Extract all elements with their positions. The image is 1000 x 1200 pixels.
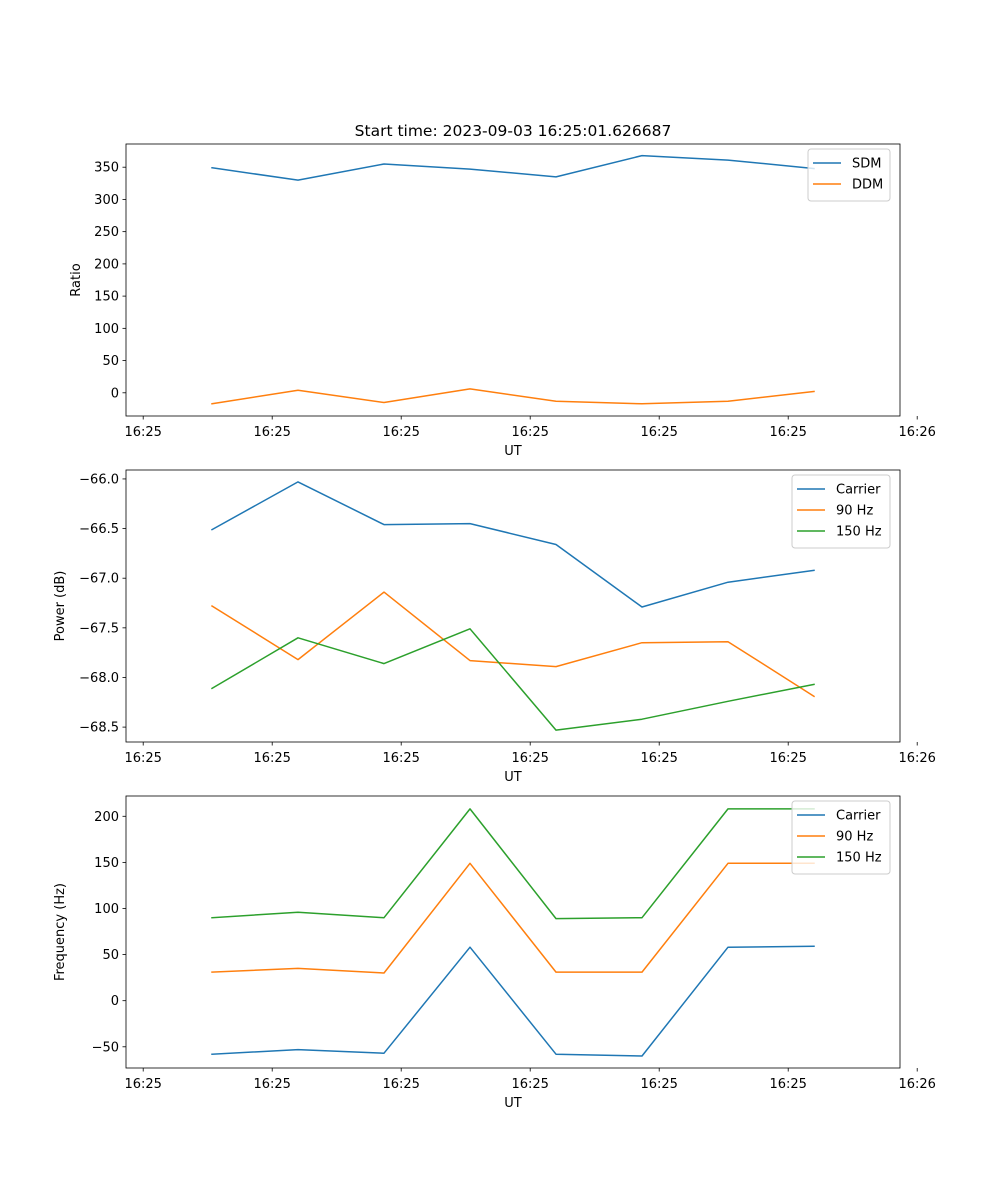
y-tick-label: 100 (94, 902, 119, 917)
axes-frame (125, 143, 901, 417)
y-tick-label: −68.0 (79, 671, 119, 686)
legend-box (791, 474, 891, 549)
y-tick-label: 200 (94, 257, 119, 272)
x-tick-label: 16:25 (124, 425, 161, 440)
x-tick-label: 16:25 (382, 425, 419, 440)
series-line-90-hz (211, 862, 815, 974)
series-line-150-hz (210, 628, 815, 731)
y-tick-label: 50 (102, 948, 119, 963)
y-tick-label: 200 (94, 810, 119, 825)
legend-box (791, 800, 891, 875)
series-line-90-hz (210, 591, 816, 698)
y-axis-label: Ratio (69, 263, 84, 296)
x-tick-label: 16:25 (124, 1077, 161, 1092)
x-tick-label: 16:26 (898, 425, 935, 440)
x-tick-label: 16:25 (769, 425, 806, 440)
legend-box (807, 148, 891, 202)
x-axis-label: UT (504, 1096, 522, 1111)
y-tick-label: 100 (94, 322, 119, 337)
x-tick-label: 16:25 (382, 1077, 419, 1092)
y-tick-label: 150 (94, 856, 119, 871)
x-tick-label: 16:25 (382, 751, 419, 766)
legend: Carrier 90 Hz 150 Hz (791, 474, 891, 549)
x-tick-label: 16:25 (640, 1077, 677, 1092)
legend-label: SDM (852, 157, 881, 172)
legend-label: 90 Hz (836, 830, 873, 845)
x-tick-label: 16:25 (253, 425, 290, 440)
x-tick-label: 16:25 (511, 1077, 548, 1092)
y-tick-label: −66.5 (79, 522, 119, 537)
plot-area (211, 808, 815, 1057)
x-tick-label: 16:25 (640, 751, 677, 766)
x-tick-label: 16:25 (640, 425, 677, 440)
series-line-carrier (210, 481, 815, 608)
y-axis-label: Power (dB) (53, 571, 68, 642)
y-tick-label: 0 (111, 994, 119, 1009)
power-panel: 16:25 16:25 16:25 16:25 16:25 16:25 16:26 −68.5… (53, 469, 936, 785)
legend-label: DDM (852, 178, 883, 193)
series-line-150-hz (211, 808, 815, 920)
ratio-panel: 16:25 16:25 16:25 16:25 16:25 16:25 16:26 0 50 10… (69, 143, 936, 459)
y-tick-label: −66.0 (79, 472, 119, 487)
legend-label: 150 Hz (836, 851, 882, 866)
legend-label: Carrier (836, 483, 881, 498)
series-line-carrier (211, 945, 815, 1057)
series-line-sdm (211, 154, 815, 181)
y-tick-label: 350 (94, 161, 119, 176)
x-axis-label: UT (504, 770, 522, 785)
frequency-panel: 16:25 16:25 16:25 16:25 16:25 16:25 16:26 −50 0 5… (53, 795, 936, 1111)
axes-frame (125, 469, 901, 743)
y-axis-label: Frequency (Hz) (53, 883, 68, 981)
series-line-ddm (211, 388, 815, 405)
x-tick-label: 16:26 (898, 1077, 935, 1092)
legend: Carrier 90 Hz 150 Hz (791, 800, 891, 875)
y-tick-label: −67.0 (79, 572, 119, 587)
x-tick-label: 16:25 (769, 751, 806, 766)
chart-title: Start time: 2023-09-03 16:25:01.626687 (355, 122, 672, 140)
x-tick-label: 16:25 (769, 1077, 806, 1092)
plot-area (211, 154, 815, 405)
y-tick-label: 50 (102, 354, 119, 369)
legend: SDM DDM (807, 148, 891, 202)
axes-frame (125, 795, 901, 1069)
x-tick-label: 16:26 (898, 751, 935, 766)
x-axis-label: UT (504, 444, 522, 459)
x-tick-label: 16:25 (511, 425, 548, 440)
legend-label: Carrier (836, 809, 881, 824)
y-tick-label: 300 (94, 193, 119, 208)
plot-area (210, 481, 816, 731)
y-tick-label: −67.5 (79, 621, 119, 636)
legend-label: 90 Hz (836, 504, 873, 519)
y-tick-label: 0 (111, 386, 119, 401)
x-tick-label: 16:25 (253, 751, 290, 766)
x-tick-label: 16:25 (511, 751, 548, 766)
y-tick-label: 150 (94, 290, 119, 305)
legend-label: 150 Hz (836, 525, 882, 540)
y-tick-label: 250 (94, 225, 119, 240)
x-tick-label: 16:25 (124, 751, 161, 766)
x-tick-label: 16:25 (253, 1077, 290, 1092)
y-tick-label: −50 (92, 1040, 119, 1055)
y-tick-label: −68.5 (79, 721, 119, 736)
